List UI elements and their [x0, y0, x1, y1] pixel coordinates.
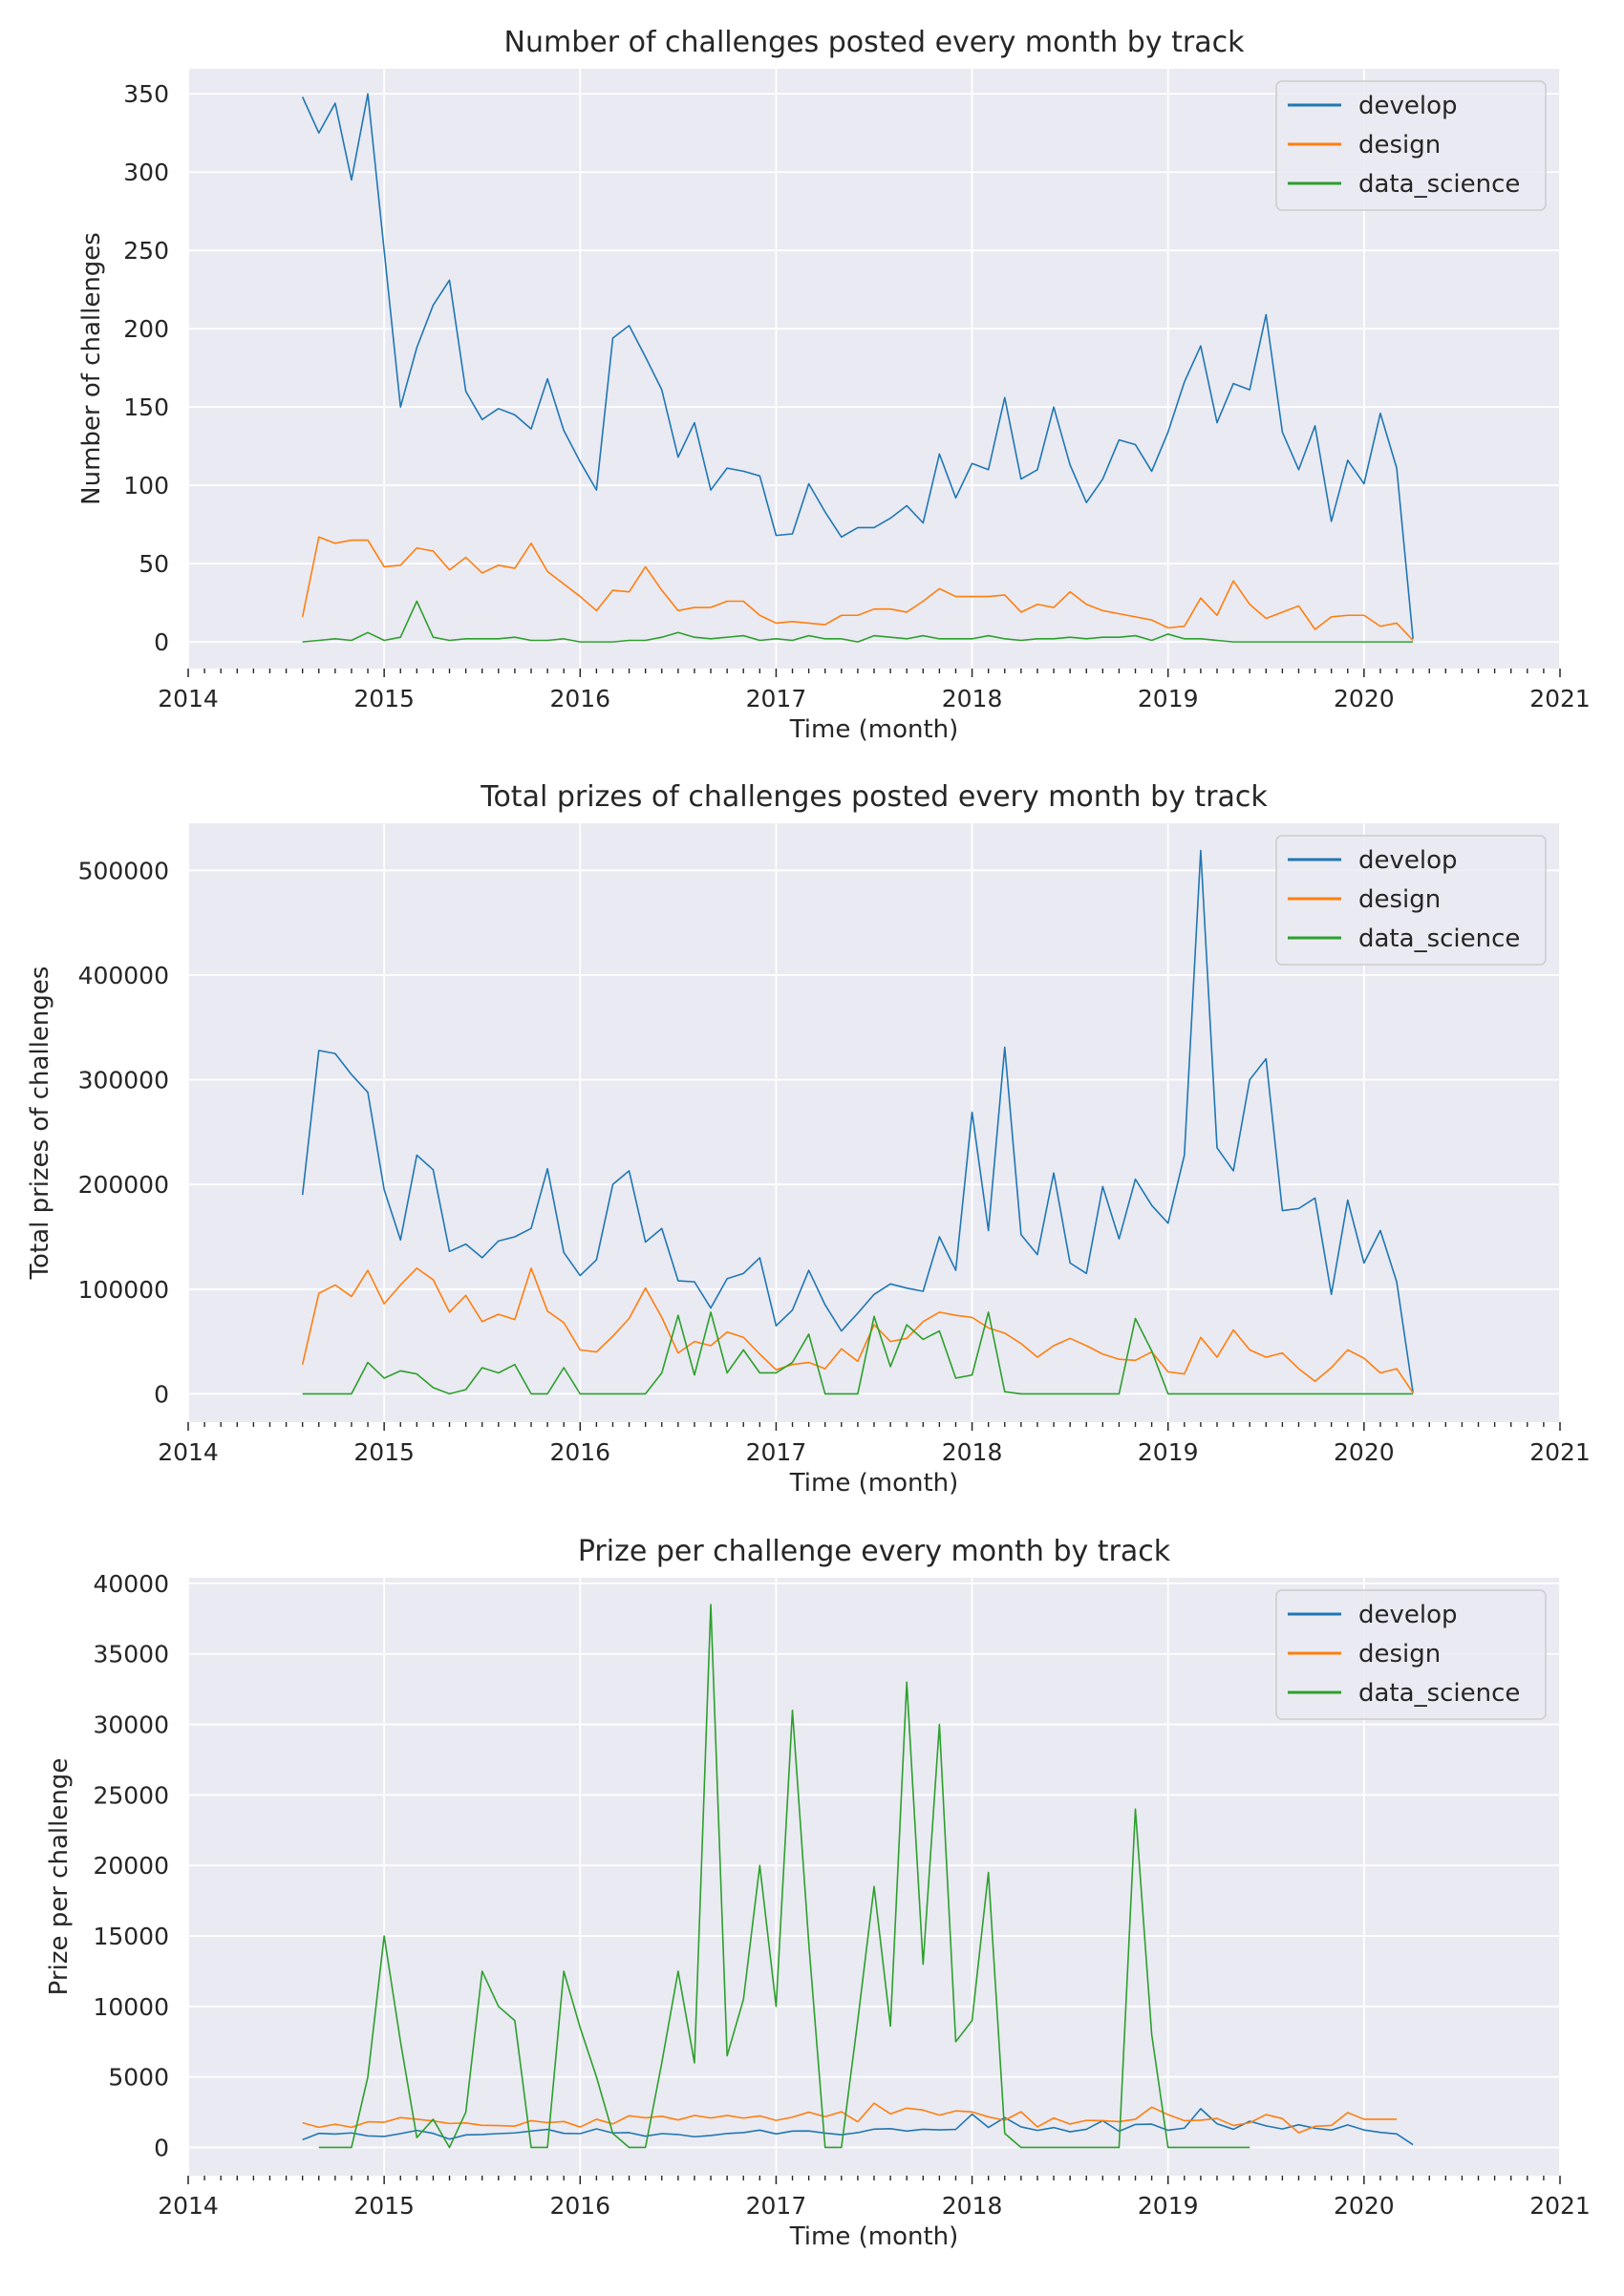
y-tick-label: 250	[123, 237, 169, 265]
legend-label: develop	[1358, 1601, 1458, 1629]
y-tick-label: 400000	[78, 962, 169, 989]
legend-label: design	[1358, 131, 1441, 159]
x-tick-label: 2021	[1529, 1438, 1591, 1466]
x-tick-label: 2015	[353, 685, 415, 712]
y-tick-label: 150	[123, 393, 169, 421]
y-tick-label: 20000	[93, 1852, 169, 1880]
chart-panel-2: 2014 2015 2016 2017 2018 2019 2020 2021 0 100000 2…	[26, 780, 1591, 1498]
x-tick-label: 2018	[942, 685, 1003, 712]
y-tick-label: 10000	[93, 1993, 169, 2021]
y-tick-label: 300000	[78, 1067, 169, 1095]
y-tick-label: 50	[139, 550, 169, 578]
x-tick-label: 2016	[549, 685, 610, 712]
series-line-data-science	[302, 1311, 1414, 1395]
y-tick-label: 5000	[108, 2064, 169, 2092]
chart-panel-1: 2014 2015 2016 2017 2018 2019 2020 2021 0 50 100 15…	[77, 26, 1591, 744]
series-line-develop	[301, 93, 1414, 639]
legend-label: develop	[1358, 846, 1458, 875]
x-tick-label: 2017	[746, 2192, 807, 2220]
legend: develop design data_science	[1275, 80, 1547, 211]
legend-box	[1275, 835, 1547, 966]
legend-box	[1275, 1589, 1547, 1720]
y-axis-label: Number of challenges	[77, 232, 106, 505]
y-tick-label: 15000	[93, 1923, 169, 1950]
x-tick-label: 2019	[1138, 685, 1199, 712]
y-tick-label: 300	[123, 159, 169, 186]
x-axis-label: Time (month)	[789, 1469, 959, 1498]
series-line-develop	[302, 2108, 1414, 2146]
x-tick-label: 2017	[746, 685, 807, 712]
chart-title: Total prizes of challenges posted every …	[480, 780, 1268, 814]
x-tick-label: 2014	[158, 2192, 219, 2220]
chart-title: Prize per challenge every month by track	[578, 1535, 1171, 1568]
legend-box	[1275, 80, 1547, 211]
y-tick-label: 0	[154, 1380, 169, 1408]
x-tick-label: 2016	[549, 1438, 610, 1466]
x-tick-label: 2020	[1334, 2192, 1395, 2220]
y-tick-label: 30000	[93, 1711, 169, 1739]
chart-panel-3: 2014 2015 2016 2017 2018 2019 2020 2021 0 5000 100…	[45, 1535, 1591, 2251]
series-line-design	[302, 2102, 1398, 2134]
x-tick-label: 2018	[942, 2192, 1003, 2220]
legend-label: develop	[1358, 92, 1458, 120]
legend-label: design	[1358, 885, 1441, 914]
y-tick-label: 0	[154, 628, 169, 656]
x-tick-label: 2021	[1529, 2192, 1591, 2220]
x-tick-label: 2020	[1334, 685, 1395, 712]
legend-label: data_science	[1358, 925, 1520, 953]
legend-label: design	[1358, 1640, 1441, 1669]
x-tick-label: 2019	[1138, 2192, 1199, 2220]
y-tick-label: 100000	[78, 1276, 169, 1304]
y-axis-label: Total prizes of challenges	[26, 967, 54, 1281]
x-tick-label: 2014	[158, 1438, 219, 1466]
series-line-design	[301, 536, 1414, 642]
x-tick-label: 2018	[942, 1438, 1003, 1466]
x-tick-label: 2017	[746, 1438, 807, 1466]
x-tick-label: 2015	[353, 1438, 415, 1466]
y-tick-label: 0	[154, 2134, 169, 2161]
x-tick-label: 2015	[353, 2192, 415, 2220]
y-axis-label: Prize per challenge	[45, 1758, 74, 1996]
y-tick-label: 100	[123, 472, 169, 500]
x-tick-label: 2021	[1529, 685, 1591, 712]
y-tick-label: 25000	[93, 1781, 169, 1809]
legend: develop design data_science	[1275, 835, 1547, 966]
x-axis-label: Time (month)	[789, 2222, 959, 2251]
x-axis-label: Time (month)	[789, 715, 959, 744]
series-line-develop	[301, 849, 1414, 1393]
y-tick-label: 500000	[78, 857, 169, 884]
x-tick-label: 2014	[158, 685, 219, 712]
legend: develop design data_science	[1275, 1589, 1547, 1720]
y-tick-label: 35000	[93, 1641, 169, 1669]
series-line-data-science	[302, 600, 1414, 643]
x-tick-label: 2019	[1138, 1438, 1199, 1466]
y-tick-label: 40000	[93, 1570, 169, 1598]
chart-title: Number of challenges posted every month …	[504, 26, 1246, 59]
x-tick-label: 2016	[549, 2192, 610, 2220]
x-tick-label: 2020	[1334, 1438, 1395, 1466]
y-tick-label: 200	[123, 315, 169, 343]
y-tick-label: 200000	[78, 1171, 169, 1199]
y-tick-label: 350	[123, 80, 169, 108]
series-line-design	[301, 1267, 1414, 1393]
legend-label: data_science	[1358, 170, 1520, 199]
series-line-data-science	[318, 1604, 1250, 2149]
legend-label: data_science	[1358, 1679, 1520, 1708]
